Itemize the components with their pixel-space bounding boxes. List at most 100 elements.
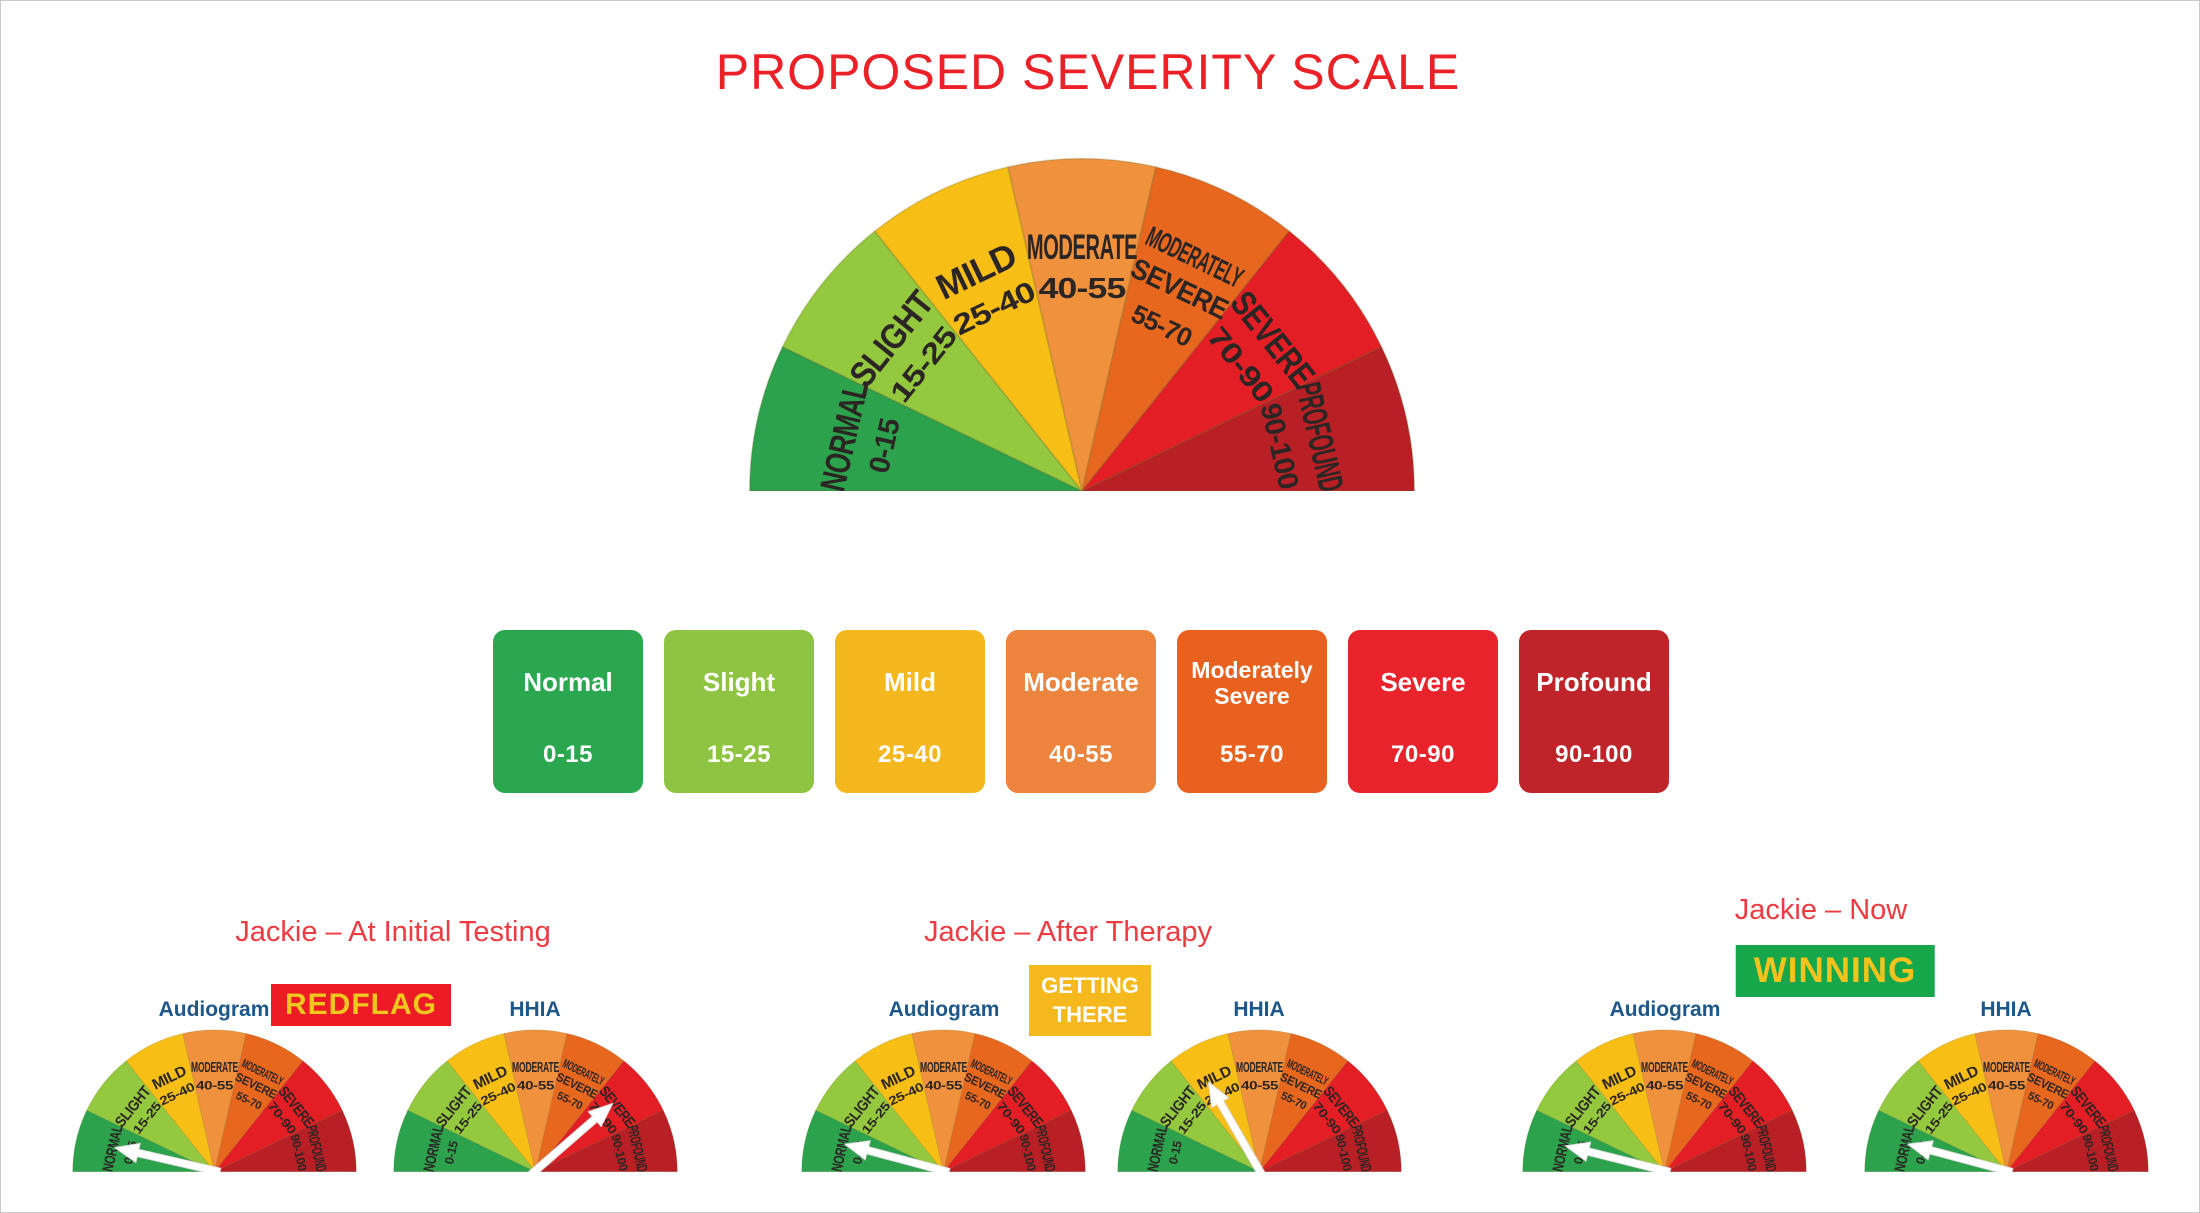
gauge-segment-text: MODERATE: [1983, 1059, 2030, 1076]
gauge-segment-mild: [125, 1033, 215, 1172]
gauge-segment-slight: [407, 1060, 536, 1172]
gauge-segment-text: MODERATE: [512, 1059, 559, 1076]
main-severity-gauge: NORMAL0-15SLIGHT15-25MILD25-40MODERATE40…: [748, 157, 1416, 491]
gauge-segment-slight: [815, 1060, 944, 1172]
gauge-segment-moderate: [1632, 1029, 1697, 1172]
severity-card-moderately-severe: Moderately Severe 55-70: [1177, 630, 1327, 793]
gauge-segment-slight: [781, 230, 1083, 491]
gauge-segment-text: MODERATE: [191, 1059, 238, 1076]
gauge-segment-text: 40-55: [1039, 273, 1127, 305]
gauge-segment-text: 0-15: [442, 1139, 461, 1165]
gauge-segment-text: 40-55: [1988, 1079, 2026, 1093]
section-title-jackie-after-therapy: Jackie – After Therapy: [923, 916, 1213, 948]
gauge-segment-text: 40-55: [1646, 1079, 1684, 1093]
gauge-segment-text: 40-55: [925, 1079, 963, 1093]
gauge-segment-text: 0-15: [1166, 1139, 1185, 1165]
mini-gauge-jackie-at-initial-testing-audiogram: NORMAL0-15SLIGHT15-25MILD25-40MODERATE40…: [72, 1029, 357, 1172]
card-range: 0-15: [542, 741, 594, 768]
needle-arrow: [1564, 1141, 1672, 1172]
gauge-segment-mild: [446, 1033, 536, 1172]
gauge-segment-profound: [1081, 345, 1416, 491]
mini-gauge-jackie-after-therapy-hhia: NORMAL0-15SLIGHT15-25MILD25-40MODERATE40…: [1117, 1029, 1402, 1172]
card-range: 25-40: [878, 741, 942, 768]
card-label: Normal: [523, 667, 613, 698]
gauge-segment-moderately-severe: [2006, 1033, 2096, 1172]
card-label: Mild: [884, 667, 936, 698]
card-range: 40-55: [1049, 741, 1113, 768]
gauge-segment-text: MODERATE: [1641, 1059, 1688, 1076]
card-range: 90-100: [1555, 741, 1633, 768]
gauge-segment-normal: [748, 345, 1083, 491]
gauge-segment-profound: [214, 1109, 357, 1172]
gauge-title-audiogram: Audiogram: [158, 998, 270, 1021]
gauge-segment-mild: [854, 1033, 944, 1172]
gauge-segment-profound: [1664, 1109, 1807, 1172]
gauge-segment-normal: [393, 1109, 536, 1172]
severity-card-slight: Slight 15-25: [664, 630, 814, 793]
gauge-segment-severe: [214, 1060, 343, 1172]
gauge-segment-moderately-severe: [535, 1033, 625, 1172]
card-label: Slight: [702, 667, 776, 698]
gauge-segment-text: 40-55: [1241, 1079, 1279, 1093]
severity-card-moderate: Moderate 40-55: [1006, 630, 1156, 793]
gauge-segment-mild: [873, 165, 1083, 491]
card-range: 15-25: [707, 741, 771, 768]
gauge-segment-moderately-severe: [1259, 1033, 1349, 1172]
gauge-segment-moderate: [1227, 1029, 1292, 1172]
card-label: Moderate: [1023, 667, 1139, 698]
needle-arrow: [528, 1102, 614, 1172]
gauge-segment-severe: [943, 1060, 1072, 1172]
mini-gauge-jackie-after-therapy-audiogram: NORMAL0-15SLIGHT15-25MILD25-40MODERATE40…: [801, 1029, 1086, 1172]
gauge-segment-profound: [535, 1109, 678, 1172]
severity-card-profound: Profound 90-100: [1519, 630, 1669, 793]
status-badge-winning: WINNING: [1735, 945, 1935, 997]
needle-arrow: [1207, 1081, 1266, 1172]
gauge-segment-severe: [1259, 1060, 1388, 1172]
status-badge-getting-there: GETTING THERE: [1029, 965, 1151, 1037]
gauge-segment-moderately-severe: [943, 1033, 1033, 1172]
gauge-segment-text: MODERATE: [1236, 1059, 1283, 1076]
gauge-segment-text: 40-55: [517, 1079, 555, 1093]
gauge-segment-text: MODERATE: [1027, 227, 1137, 267]
gauge-title-hhia: HHIA: [1980, 998, 2032, 1021]
card-label: Moderately Severe: [1191, 656, 1313, 709]
gauge-title-audiogram: Audiogram: [888, 998, 1000, 1021]
gauge-segment-mild: [1917, 1033, 2007, 1172]
gauge-segment-slight: [1131, 1060, 1260, 1172]
gauge-segment-severe: [2006, 1060, 2135, 1172]
status-badge-redflag: REDFLAG: [271, 984, 451, 1026]
gauge-segment-mild: [1575, 1033, 1665, 1172]
gauge-segment-text: MODERATE: [920, 1059, 967, 1076]
needle-arrow: [1906, 1140, 2014, 1172]
gauge-title-audiogram: Audiogram: [1609, 998, 1721, 1021]
gauge-segment-normal: [1117, 1109, 1260, 1172]
mini-gauge-jackie-at-initial-testing-hhia: NORMAL0-15SLIGHT15-25MILD25-40MODERATE40…: [393, 1029, 678, 1172]
gauge-segment-moderately-severe: [214, 1033, 304, 1172]
severity-card-normal: Normal 0-15: [493, 630, 643, 793]
gauge-title-hhia: HHIA: [509, 998, 561, 1021]
gauge-segment-normal: [801, 1109, 944, 1172]
gauge-segment-slight: [86, 1060, 215, 1172]
gauge-segment-moderate: [1974, 1029, 2039, 1172]
card-label: Profound: [1536, 667, 1652, 698]
mini-gauge-jackie-now-audiogram: NORMAL0-15SLIGHT15-25MILD25-40MODERATE40…: [1522, 1029, 1807, 1172]
severity-card-mild: Mild 25-40: [835, 630, 985, 793]
gauge-segment-profound: [2006, 1109, 2149, 1172]
card-label: Severe: [1380, 667, 1466, 698]
gauge-segment-text: 40-55: [196, 1079, 234, 1093]
gauge-segment-moderately-severe: [1664, 1033, 1754, 1172]
gauge-segment-normal: [1522, 1109, 1665, 1172]
gauge-segment-moderate: [911, 1029, 976, 1172]
gauge-segment-slight: [1536, 1060, 1665, 1172]
section-title-jackie-now: Jackie – Now: [1734, 894, 1908, 926]
gauge-segment-normal: [1864, 1109, 2007, 1172]
severity-card-severe: Severe 70-90: [1348, 630, 1498, 793]
gauge-segment-normal: [72, 1109, 215, 1172]
gauge-title-hhia: HHIA: [1233, 998, 1285, 1021]
page-title: PROPOSED SEVERITY SCALE: [715, 44, 1461, 100]
needle-arrow: [114, 1142, 222, 1172]
gauge-segment-moderate: [182, 1029, 247, 1172]
gauge-segment-moderate: [503, 1029, 568, 1172]
gauge-segment-severe: [1664, 1060, 1793, 1172]
